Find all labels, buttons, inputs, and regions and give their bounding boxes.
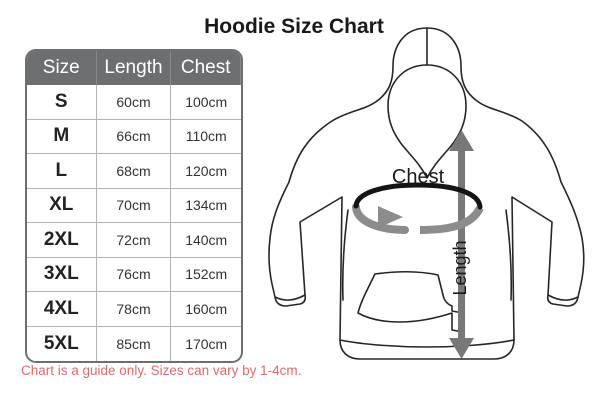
svg-text:Length: Length: [450, 240, 470, 295]
svg-text:Chest: Chest: [392, 166, 445, 188]
